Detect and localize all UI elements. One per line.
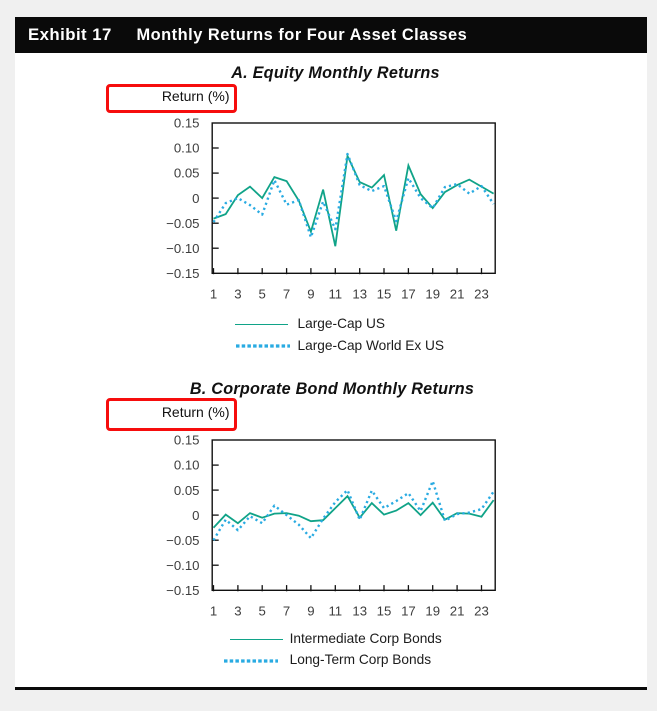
svg-text:−0.10: −0.10 <box>166 558 199 573</box>
svg-text:9: 9 <box>307 604 314 619</box>
svg-text:7: 7 <box>283 604 290 619</box>
svg-text:−0.10: −0.10 <box>166 241 199 256</box>
svg-text:−0.15: −0.15 <box>166 266 199 281</box>
svg-text:0: 0 <box>192 191 199 206</box>
svg-text:15: 15 <box>377 287 392 302</box>
svg-text:3: 3 <box>234 287 241 302</box>
svg-text:5: 5 <box>259 604 266 619</box>
svg-text:23: 23 <box>474 604 489 619</box>
svg-text:9: 9 <box>307 287 314 302</box>
svg-text:0.05: 0.05 <box>174 483 200 498</box>
svg-text:11: 11 <box>328 604 342 619</box>
svg-text:21: 21 <box>450 287 465 302</box>
svg-text:5: 5 <box>259 287 266 302</box>
svg-text:17: 17 <box>401 287 416 302</box>
svg-text:1: 1 <box>210 604 217 619</box>
svg-text:−0.05: −0.05 <box>166 216 199 231</box>
svg-text:0.10: 0.10 <box>174 458 200 473</box>
svg-text:13: 13 <box>352 604 367 619</box>
svg-text:0.10: 0.10 <box>174 141 200 156</box>
svg-text:15: 15 <box>377 604 392 619</box>
svg-text:21: 21 <box>450 604 465 619</box>
svg-text:7: 7 <box>283 287 290 302</box>
svg-text:19: 19 <box>425 287 440 302</box>
svg-text:17: 17 <box>401 604 416 619</box>
svg-text:11: 11 <box>328 287 342 302</box>
svg-text:−0.05: −0.05 <box>166 533 199 548</box>
svg-text:−0.15: −0.15 <box>166 583 199 598</box>
svg-text:13: 13 <box>352 287 367 302</box>
svg-text:19: 19 <box>425 604 440 619</box>
svg-text:0.15: 0.15 <box>174 116 200 131</box>
svg-text:0.15: 0.15 <box>174 433 200 448</box>
svg-text:3: 3 <box>234 604 241 619</box>
svg-text:23: 23 <box>474 287 489 302</box>
svg-text:0.05: 0.05 <box>174 166 200 181</box>
svg-text:0: 0 <box>192 508 199 523</box>
svg-text:1: 1 <box>210 287 217 302</box>
